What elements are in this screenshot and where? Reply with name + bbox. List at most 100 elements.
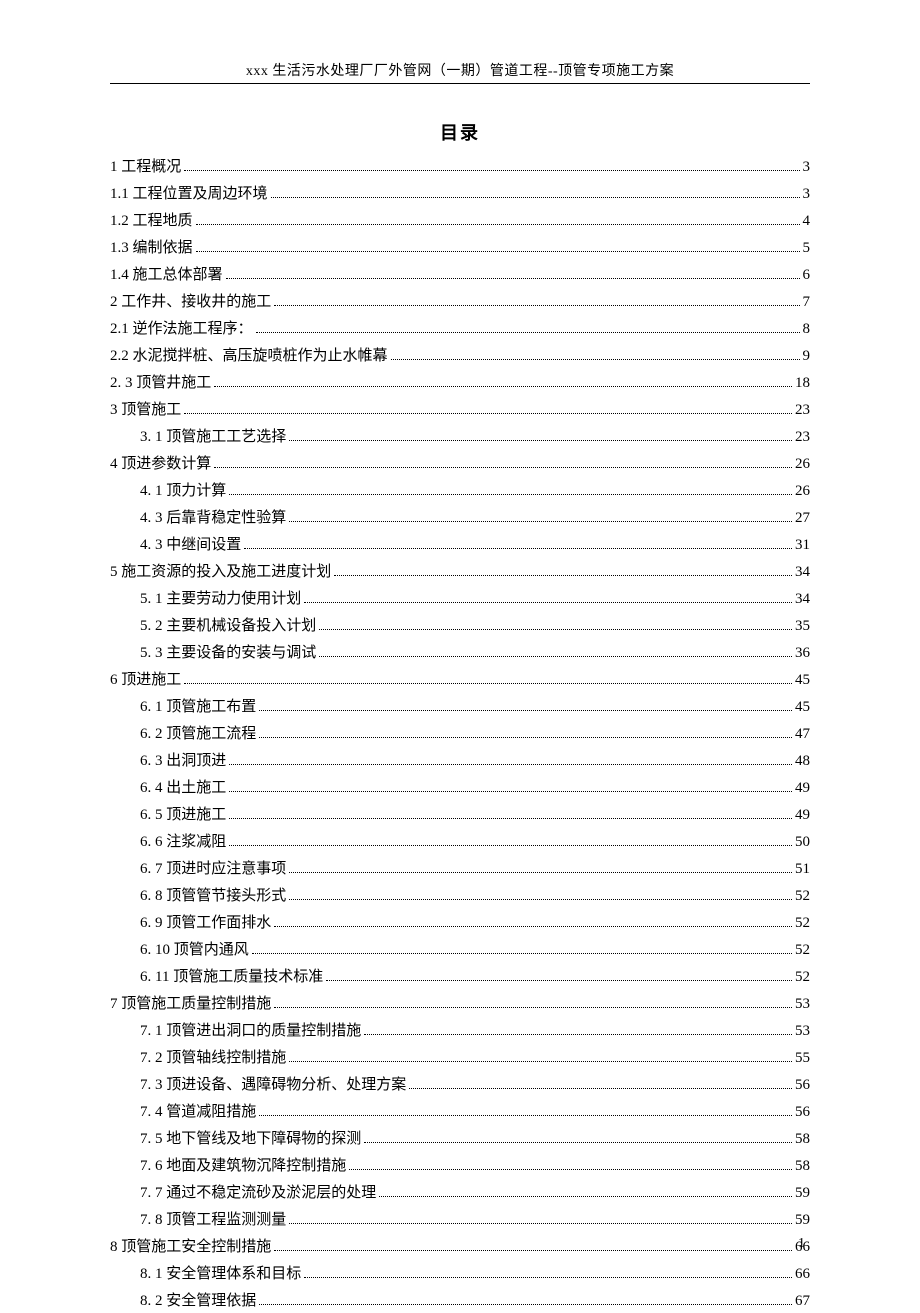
toc-entry[interactable]: 2. 3 顶管井施工18 [110,371,810,395]
toc-entry-page: 58 [795,1154,810,1178]
toc-entry[interactable]: 1.3 编制依据5 [110,236,810,260]
toc-entry-label: 8. 2 安全管理依据 [140,1289,256,1313]
toc-leader-dots [259,737,792,738]
toc-entry[interactable]: 6. 10 顶管内通风52 [110,938,810,962]
toc-entry[interactable]: 7. 1 顶管进出洞口的质量控制措施 53 [110,1019,810,1043]
toc-entry[interactable]: 6. 9 顶管工作面排水52 [110,911,810,935]
toc-entry-page: 6 [803,263,811,287]
toc-entry[interactable]: 6. 7 顶进时应注意事项51 [110,857,810,881]
toc-entry-label: 4. 1 顶力计算 [140,479,226,503]
toc-leader-dots [259,1304,792,1305]
toc-entry[interactable]: 1.1 工程位置及周边环境3 [110,182,810,206]
toc-entry[interactable]: 7. 7 通过不稳定流砂及淤泥层的处理59 [110,1181,810,1205]
toc-leader-dots [274,1250,792,1251]
toc-entry-page: 55 [795,1046,810,1070]
toc-entry-label: 6. 4 出土施工 [140,776,226,800]
toc-entry-page: 34 [795,560,810,584]
toc-entry[interactable]: 2 工作井、接收井的施工 7 [110,290,810,314]
toc-entry[interactable]: 3 顶管施工 23 [110,398,810,422]
toc-entry[interactable]: 6. 8 顶管管节接头形式52 [110,884,810,908]
toc-leader-dots [304,602,792,603]
toc-entry[interactable]: 6. 1 顶管施工布置45 [110,695,810,719]
toc-entry-label: 2 工作井、接收井的施工 [110,290,271,314]
toc-entry[interactable]: 6. 2 顶管施工流程47 [110,722,810,746]
toc-entry-page: 53 [795,1019,810,1043]
toc-entry-page: 51 [795,857,810,881]
toc-entry-label: 1 工程概况 [110,155,181,179]
toc-entry[interactable]: 2.2 水泥搅拌桩、高压旋喷桩作为止水帷幕9 [110,344,810,368]
toc-entry[interactable]: 8. 1 安全管理体系和目标66 [110,1262,810,1286]
toc-entry[interactable]: 2.1 逆作法施工程序：8 [110,317,810,341]
toc-leader-dots [229,818,792,819]
toc-entry[interactable]: 4. 1 顶力计算26 [110,479,810,503]
toc-entry-label: 3 顶管施工 [110,398,181,422]
toc-entry[interactable]: 7. 3 顶进设备、遇障碍物分析、处理方案56 [110,1073,810,1097]
toc-entry-page: 8 [803,317,811,341]
toc-entry[interactable]: 5. 1 主要劳动力使用计划34 [110,587,810,611]
toc-entry-page: 56 [795,1100,810,1124]
toc-entry[interactable]: 7. 4 管道减阻措施56 [110,1100,810,1124]
toc-leader-dots [319,656,792,657]
toc-entry-page: 52 [795,938,810,962]
toc-entry[interactable]: 6. 11 顶管施工质量技术标准52 [110,965,810,989]
toc-entry[interactable]: 4. 3 后靠背稳定性验算27 [110,506,810,530]
toc-entry[interactable]: 6. 6 注浆减阻50 [110,830,810,854]
toc-entry[interactable]: 5. 2 主要机械设备投入计划35 [110,614,810,638]
toc-leader-dots [319,629,792,630]
toc-entry-label: 7. 8 顶管工程监测测量 [140,1208,286,1232]
toc-title: 目录 [110,119,810,145]
toc-entry-page: 59 [795,1181,810,1205]
toc-leader-dots [274,926,792,927]
toc-entry-page: 18 [795,371,810,395]
toc-entry-label: 7. 5 地下管线及地下障碍物的探测 [140,1127,361,1151]
toc-leader-dots [196,251,800,252]
toc-entry-page: 67 [795,1289,810,1313]
toc-entry[interactable]: 6. 4 出土施工49 [110,776,810,800]
toc-entry[interactable]: 6. 3 出洞顶进48 [110,749,810,773]
toc-entry[interactable]: 4 顶进参数计算26 [110,452,810,476]
toc-leader-dots [289,440,792,441]
toc-entry[interactable]: 6. 5 顶进施工49 [110,803,810,827]
toc-entry-label: 5 施工资源的投入及施工进度计划 [110,560,331,584]
toc-entry[interactable]: 6 顶进施工45 [110,668,810,692]
toc-entry[interactable]: 7 顶管施工质量控制措施 53 [110,992,810,1016]
toc-leader-dots [379,1196,792,1197]
toc-leader-dots [229,764,792,765]
toc-entry-page: 23 [795,398,810,422]
toc-entry-label: 6. 11 顶管施工质量技术标准 [140,965,323,989]
toc-leader-dots [256,332,800,333]
toc-leader-dots [289,872,792,873]
toc-entry[interactable]: 8. 2 安全管理依据 67 [110,1289,810,1313]
toc-entry[interactable]: 3. 1 顶管施工工艺选择23 [110,425,810,449]
toc-leader-dots [364,1142,792,1143]
toc-entry-page: 5 [803,236,811,260]
toc-leader-dots [409,1088,792,1089]
toc-entry[interactable]: 1.4 施工总体部署6 [110,263,810,287]
toc-entry[interactable]: 7. 6 地面及建筑物沉降控制措施58 [110,1154,810,1178]
toc-entry-label: 7. 3 顶进设备、遇障碍物分析、处理方案 [140,1073,406,1097]
toc-entry[interactable]: 7. 5 地下管线及地下障碍物的探测58 [110,1127,810,1151]
toc-entry-label: 3. 1 顶管施工工艺选择 [140,425,286,449]
toc-entry-label: 5. 1 主要劳动力使用计划 [140,587,301,611]
toc-entry-label: 6. 1 顶管施工布置 [140,695,256,719]
toc-entry[interactable]: 4. 3 中继间设置31 [110,533,810,557]
toc-entry-page: 7 [803,290,811,314]
toc-entry-label: 7 顶管施工质量控制措施 [110,992,271,1016]
toc-entry[interactable]: 8 顶管施工安全控制措施66 [110,1235,810,1259]
toc-entry[interactable]: 7. 8 顶管工程监测测量59 [110,1208,810,1232]
toc-leader-dots [226,278,800,279]
header-text: xxx 生活污水处理厂厂外管网（一期）管道工程--顶管专项施工方案 [246,64,674,79]
toc-leader-dots [244,548,792,549]
toc-entry[interactable]: 5 施工资源的投入及施工进度计划 34 [110,560,810,584]
toc-entry-page: 26 [795,452,810,476]
toc-entry[interactable]: 1 工程概况3 [110,155,810,179]
toc-leader-dots [229,791,792,792]
toc-entry[interactable]: 7. 2 顶管轴线控制措施55 [110,1046,810,1070]
toc-entry-page: 53 [795,992,810,1016]
toc-entry-label: 4. 3 中继间设置 [140,533,241,557]
toc-entry[interactable]: 5. 3 主要设备的安装与调试36 [110,641,810,665]
toc-entry[interactable]: 1.2 工程地质4 [110,209,810,233]
toc-entry-page: 27 [795,506,810,530]
toc-entry-label: 1.2 工程地质 [110,209,193,233]
toc-entry-label: 7. 1 顶管进出洞口的质量控制措施 [140,1019,361,1043]
